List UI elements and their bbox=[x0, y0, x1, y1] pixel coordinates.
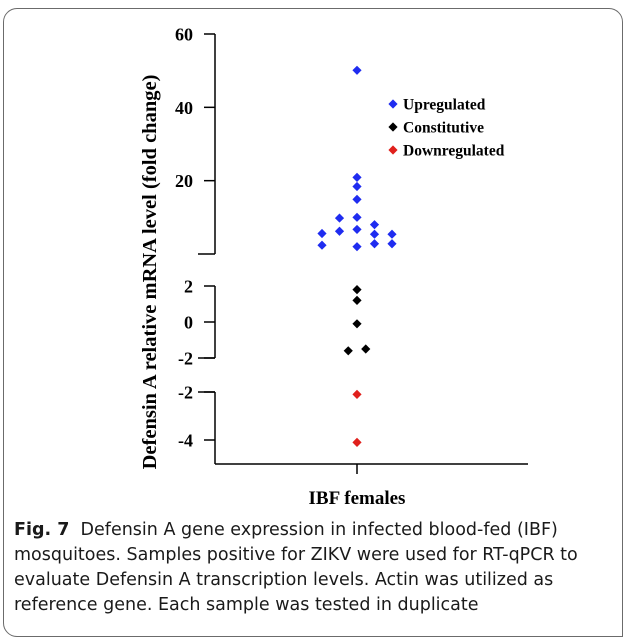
data-point-upregulated bbox=[352, 242, 362, 252]
caption-label: Fig. 7 bbox=[14, 520, 70, 540]
caption-text: Defensin A gene expression in infected b… bbox=[14, 520, 578, 615]
data-point-upregulated bbox=[334, 226, 345, 236]
y-tick-label: 0 bbox=[184, 313, 193, 333]
y-axis bbox=[198, 34, 216, 464]
legend-label: Downregulated bbox=[403, 143, 505, 160]
data-point-constitutive bbox=[343, 346, 353, 356]
data-point-upregulated bbox=[352, 65, 362, 75]
data-point-constitutive bbox=[361, 344, 371, 354]
y-tick-label: 60 bbox=[175, 25, 193, 45]
data-point-upregulated bbox=[317, 228, 327, 239]
y-ticks: 20 40 60 -2 0 2 -4 -2 bbox=[175, 25, 215, 451]
data-point-constitutive bbox=[352, 319, 362, 329]
y-tick-label: 2 bbox=[184, 277, 193, 297]
data-point-upregulated bbox=[352, 181, 362, 192]
data-point-upregulated bbox=[369, 220, 380, 230]
data-point-upregulated bbox=[352, 224, 362, 235]
y-axis-label: Defensin A relative mRNA level (fold cha… bbox=[139, 75, 161, 470]
legend-marker bbox=[388, 122, 398, 132]
data-point-upregulated bbox=[369, 229, 380, 239]
data-point-upregulated bbox=[352, 172, 362, 182]
legend-marker bbox=[388, 145, 398, 155]
data-point-downregulated bbox=[352, 389, 362, 399]
figure-caption: Fig. 7 Defensin A gene expression in inf… bbox=[14, 518, 609, 618]
data-point-downregulated bbox=[352, 437, 362, 447]
scatter-chart: 20 40 60 -2 0 2 -4 -2 IBF females Defensin A re… bbox=[139, 25, 528, 509]
y-tick-label: -2 bbox=[178, 349, 193, 369]
data-points bbox=[317, 65, 397, 447]
legend-marker bbox=[388, 99, 398, 109]
y-tick-label: 20 bbox=[175, 171, 193, 191]
x-category-label: IBF females bbox=[309, 488, 406, 509]
data-point-upregulated bbox=[387, 239, 397, 249]
data-point-upregulated bbox=[369, 239, 380, 249]
data-point-upregulated bbox=[387, 229, 397, 239]
legend-label: Upregulated bbox=[403, 97, 486, 114]
data-point-upregulated bbox=[334, 213, 345, 223]
y-tick-label: -4 bbox=[178, 431, 193, 451]
data-point-constitutive bbox=[352, 285, 362, 295]
y-tick-label: 40 bbox=[175, 98, 193, 118]
figure-frame bbox=[3, 8, 623, 637]
data-point-upregulated bbox=[352, 212, 362, 222]
data-point-upregulated bbox=[352, 194, 362, 204]
legend: Upregulated Constitutive Downregulated bbox=[388, 97, 505, 160]
data-point-upregulated bbox=[317, 240, 327, 250]
data-point-constitutive bbox=[352, 295, 362, 305]
y-tick-label: -2 bbox=[178, 383, 193, 403]
legend-label: Constitutive bbox=[403, 120, 484, 137]
